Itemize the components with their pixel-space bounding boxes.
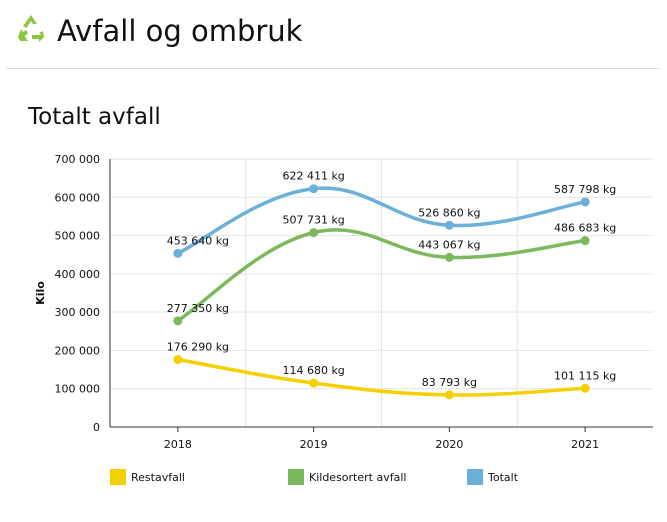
- recycle-icon: [18, 15, 44, 42]
- data-label: 587 798 kg: [554, 183, 616, 196]
- data-label: 114 680 kg: [282, 364, 344, 377]
- x-tick-label: 2019: [300, 438, 328, 451]
- legend-swatch: [467, 469, 483, 485]
- y-tick-label: 300 000: [55, 306, 101, 319]
- data-point: [309, 184, 319, 194]
- data-label: 83 793 kg: [422, 376, 477, 389]
- y-tick-label: 700 000: [55, 153, 101, 166]
- legend-item-restavfall[interactable]: Restavfall: [110, 467, 185, 487]
- legend-label: Restavfall: [131, 470, 185, 484]
- data-point: [444, 252, 454, 262]
- data-point: [309, 378, 319, 388]
- x-tick-label: 2021: [571, 438, 599, 451]
- data-label: 453 640 kg: [167, 234, 229, 247]
- y-axis-label: Kilo: [34, 281, 47, 305]
- header: Avfall og ombruk: [0, 0, 667, 70]
- data-label: 622 411 kg: [282, 170, 344, 183]
- legend-swatch: [288, 469, 304, 485]
- y-tick-label: 400 000: [55, 268, 101, 281]
- data-point: [580, 236, 590, 246]
- y-tick-label: 500 000: [55, 230, 101, 243]
- x-tick-label: 2018: [164, 438, 192, 451]
- y-tick-label: 200 000: [55, 344, 101, 357]
- data-label: 526 860 kg: [418, 206, 480, 219]
- data-point: [444, 390, 454, 400]
- legend-label: Totalt: [488, 470, 519, 484]
- series-line: [177, 357, 586, 397]
- x-tick-label: 2020: [435, 438, 463, 451]
- data-label: 486 683 kg: [554, 222, 616, 235]
- y-tick-label: 600 000: [55, 191, 101, 204]
- data-point: [580, 197, 590, 207]
- data-point: [444, 220, 454, 230]
- page-title: Avfall og ombruk: [57, 14, 303, 48]
- section-title: Totalt avfall: [28, 104, 161, 130]
- data-point: [173, 355, 183, 365]
- data-point: [580, 383, 590, 393]
- series-line: [176, 228, 586, 323]
- data-point: [309, 228, 319, 238]
- data-label: 176 290 kg: [167, 341, 229, 354]
- y-tick-label: 100 000: [55, 383, 101, 396]
- data-point: [173, 248, 183, 258]
- series-line: [177, 186, 586, 255]
- data-label: 277 350 kg: [167, 302, 229, 315]
- legend-label: Kildesortert avfall: [309, 470, 407, 484]
- data-point: [173, 316, 183, 326]
- legend-item-totalt[interactable]: Totalt: [467, 467, 518, 487]
- data-label: 101 115 kg: [554, 369, 616, 382]
- data-label: 443 067 kg: [418, 238, 480, 251]
- data-label: 507 731 kg: [282, 214, 344, 227]
- divider: [6, 68, 660, 69]
- legend-item-kildesortert[interactable]: Kildesortert avfall: [288, 467, 406, 487]
- y-tick-label: 0: [93, 421, 100, 434]
- legend-swatch: [110, 469, 126, 485]
